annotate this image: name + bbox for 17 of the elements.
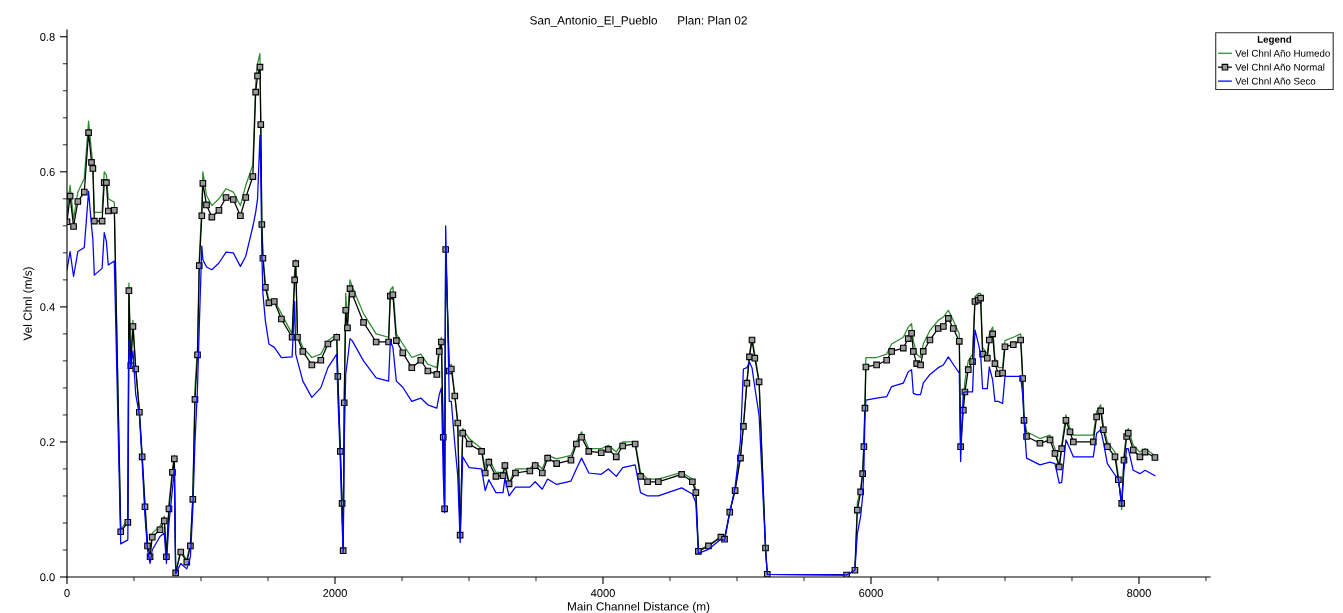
y-axis-title: Vel Chnl (m/s) [23,267,35,341]
legend-label: Vel Chnl Año Humedo [1235,49,1330,57]
y-tick-label: 0.4 [40,303,55,312]
legend-title: Legend [1257,35,1292,45]
legend-label: Vel Chnl Año Seco [1235,77,1316,85]
x-axis-title: Main Channel Distance (m) [567,601,710,613]
y-tick-label: 0.0 [40,573,55,582]
y-tick-label: 0.8 [40,33,55,41]
y-tick-label: 0.6 [40,168,55,176]
x-tick-label: 2000 [323,589,347,597]
x-tick-label: 8000 [1127,589,1151,597]
x-tick-label: 0 [64,589,70,597]
y-tick-label: 0.2 [40,438,55,447]
x-tick-label: 4000 [590,589,615,597]
chart-title: San_Antonio_El_Pueblo Plan: Plan 02 [530,15,747,27]
x-tick-label: 6000 [859,589,883,597]
legend-label: Vel Chnl Año Normal [1235,63,1325,71]
